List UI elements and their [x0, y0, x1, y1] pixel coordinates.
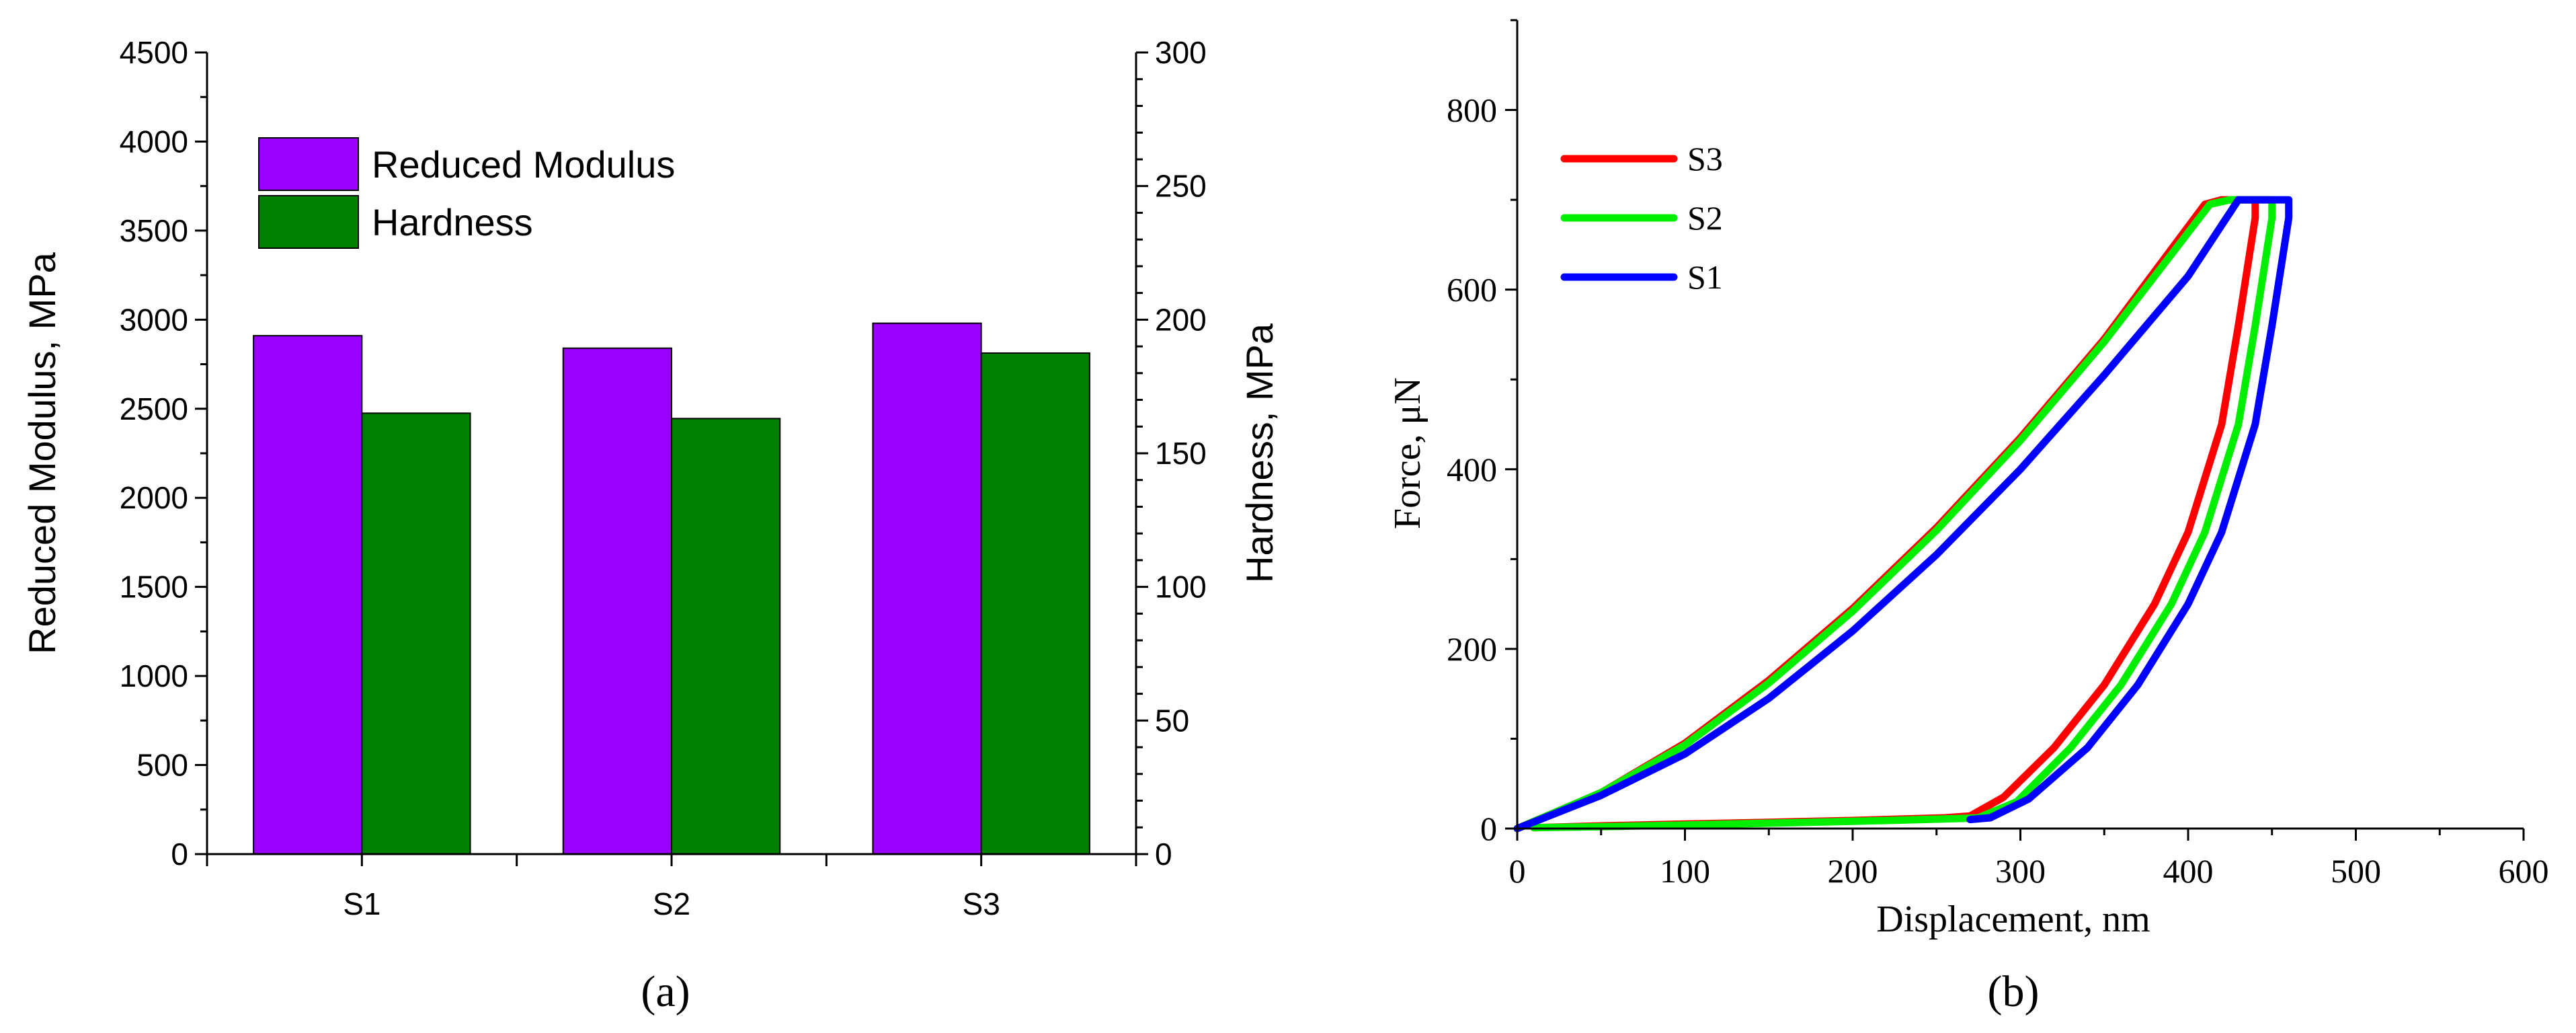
bar-hardness-s3: [980, 352, 1090, 855]
legend-label-reduced-modulus: Reduced Modulus: [372, 143, 675, 186]
panel-a-category-label-s2: S2: [653, 886, 690, 921]
panel-b-y-tick-label: 200: [1447, 630, 1497, 668]
panel-b-x-tick-label: 200: [1828, 852, 1878, 890]
panel-b-line-chart: 0 100 200 300 400 500 600 0 200 400 600 800 Displa…: [1387, 19, 2549, 1016]
panel-a-left-tick-label: 2500: [120, 391, 188, 426]
panel-a-x-ticks: S1 S2 S3: [206, 854, 1137, 921]
legend-label-hardness: Hardness: [372, 201, 533, 243]
bar-hardness-s1: [361, 412, 471, 855]
legend-label-s1: S1: [1687, 258, 1723, 296]
panel-a-right-tick-label: 50: [1155, 703, 1189, 738]
panel-b-x-ticks: 0 100 200 300 400 500 600: [1509, 829, 2549, 890]
panel-a-left-tick-label: 0: [171, 837, 188, 872]
panel-b-y-axis-label: Force, μN: [1387, 377, 1428, 529]
panel-b-x-tick-label: 600: [2499, 852, 2549, 890]
panel-a-left-tick-label: 500: [136, 748, 188, 783]
panel-a-right-tick-label: 150: [1155, 436, 1207, 471]
curve-s1: [1513, 196, 2293, 833]
bar-reduced-modulus-s1: [253, 335, 363, 855]
curve-s2: [1513, 196, 2276, 833]
panel-a-category-label-s1: S1: [343, 886, 380, 921]
panel-a-bars: [253, 322, 1090, 855]
panel-b-x-tick-label: 400: [2163, 852, 2214, 890]
bar-reduced-modulus-s3: [872, 322, 982, 855]
panel-a-left-tick-label: 3500: [120, 213, 188, 248]
panel-a-right-ticks: 0 50 100 150 200 250 300: [1136, 35, 1207, 872]
panel-a-right-tick-label: 300: [1155, 35, 1207, 70]
panel-a-legend: Reduced Modulus Hardness: [258, 137, 675, 249]
panel-a-left-tick-label: 2000: [120, 480, 188, 515]
panel-a-y2-axis-label: Hardness, MPa: [1238, 323, 1281, 583]
panel-b-x-tick-label: 100: [1660, 852, 1710, 890]
panel-b-y-tick-label: 800: [1447, 91, 1497, 129]
legend-swatch-reduced-modulus: [258, 137, 359, 191]
panel-b-caption: (b): [1988, 967, 2040, 1016]
panel-a-right-tick-label: 0: [1155, 837, 1172, 872]
panel-a-caption: (a): [641, 967, 690, 1016]
panel-b-axes: [1516, 20, 2524, 830]
panel-b-y-tick-label: 400: [1447, 451, 1497, 488]
panel-a-bar-chart: 0 500 1000 1500 2000 2500 3000 3500 4000 4500 0 50…: [21, 35, 1281, 1016]
legend-swatch-hardness: [258, 195, 359, 249]
panel-a-right-tick-label: 100: [1155, 570, 1207, 605]
panel-a-left-tick-label: 4000: [120, 124, 188, 159]
panel-a-right-tick-label: 250: [1155, 169, 1207, 204]
panel-b-y-tick-label: 600: [1447, 271, 1497, 309]
panel-a-left-tick-label: 1000: [120, 658, 188, 693]
panel-a-left-tick-label: 4500: [120, 35, 188, 70]
panel-b-x-tick-label: 500: [2331, 852, 2381, 890]
panel-b-x-axis-label: Displacement, nm: [1876, 898, 2150, 940]
legend-label-s3: S3: [1687, 140, 1723, 178]
bar-hardness-s2: [671, 418, 781, 855]
panel-a-left-ticks: 0 500 1000 1500 2000 2500 3000 3500 4000 4500: [120, 35, 207, 872]
panel-a-right-tick-label: 200: [1155, 302, 1207, 337]
panel-a-left-tick-label: 1500: [120, 570, 188, 605]
bar-reduced-modulus-s2: [562, 347, 672, 855]
panel-b-legend: S3 S2 S1: [1560, 140, 1723, 296]
panel-b-x-tick-label: 300: [1995, 852, 2046, 890]
panel-a-y-axis-label: Reduced Modulus, MPa: [21, 252, 63, 654]
panel-a-category-label-s3: S3: [963, 886, 1000, 921]
panel-b-lines: [1513, 196, 2293, 833]
legend-label-s2: S2: [1687, 199, 1723, 237]
panel-a-left-tick-label: 3000: [120, 302, 188, 337]
panel-b-y-ticks: 0 200 400 600 800: [1447, 19, 1517, 847]
panel-b-y-tick-label: 0: [1480, 810, 1497, 847]
panel-b-x-tick-label: 0: [1509, 852, 1526, 890]
